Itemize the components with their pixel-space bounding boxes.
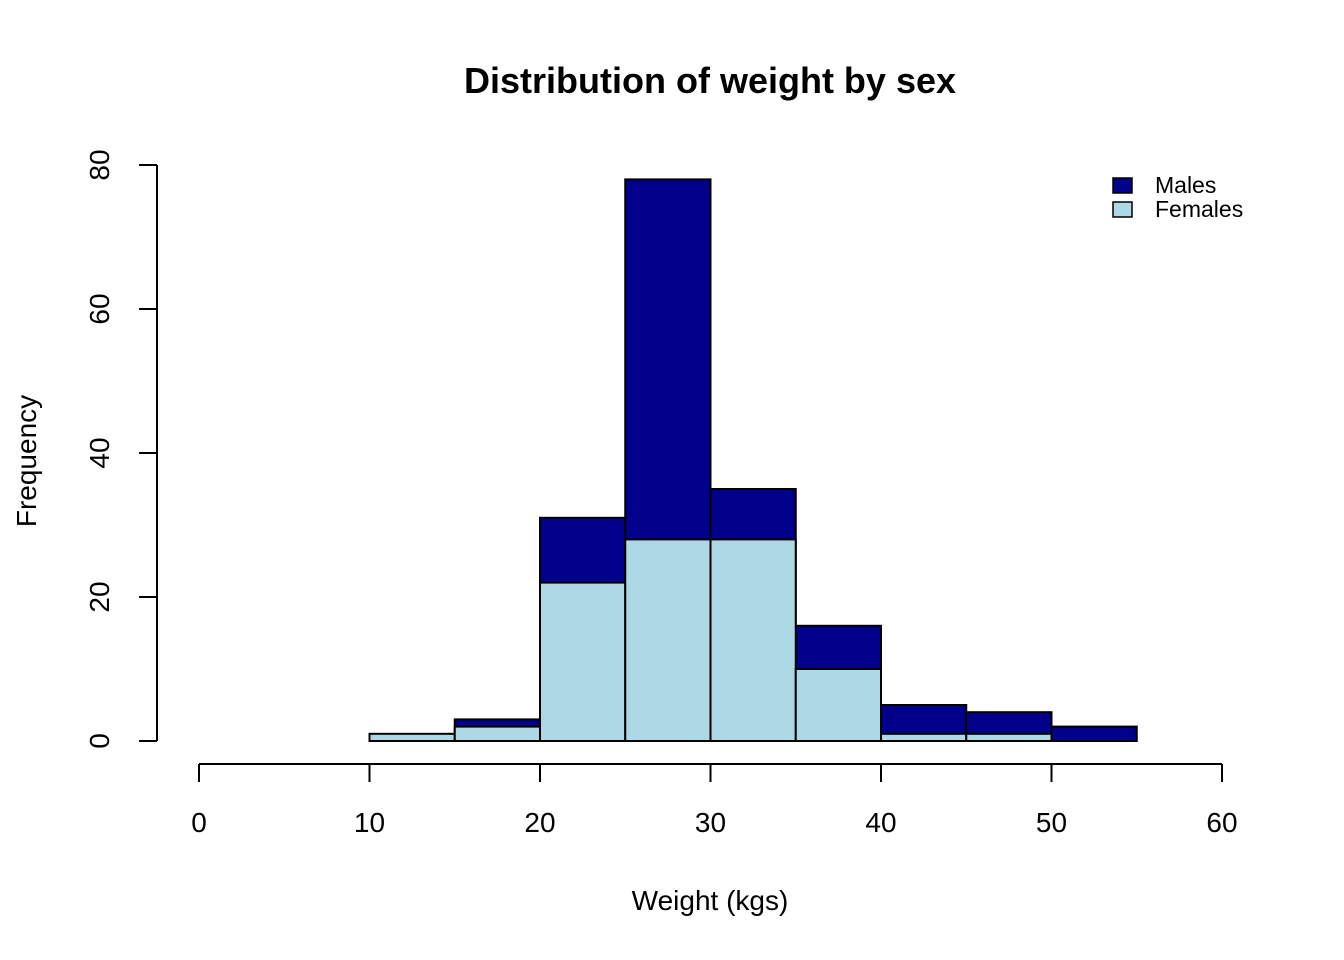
legend-swatch-females [1112, 201, 1133, 218]
x-axis: 0 10 20 30 40 50 60 [191, 763, 1238, 838]
bar-females-30-35 [709, 538, 797, 743]
x-tick-label-40: 40 [865, 807, 896, 838]
x-tick-label-0: 0 [191, 807, 207, 838]
bar-females-35-40 [794, 668, 882, 742]
x-tick-label-10: 10 [354, 807, 385, 838]
chart-title: Distribution of weight by sex [464, 60, 956, 101]
x-tick-label-60: 60 [1206, 807, 1237, 838]
bar-females-15-20 [453, 725, 541, 742]
bar-females-45-50 [965, 732, 1053, 742]
bar-females-25-30 [624, 538, 712, 743]
y-tick-label-20: 20 [84, 581, 115, 612]
y-tick-label-0: 0 [84, 733, 115, 749]
legend-swatch-males [1112, 177, 1133, 194]
x-axis-label: Weight (kgs) [632, 885, 789, 916]
bar-females-40-45 [880, 732, 968, 742]
legend-label-males: Males [1155, 172, 1216, 198]
bar-females-10-15 [368, 732, 456, 742]
bars-group [368, 178, 1138, 743]
x-tick-label-30: 30 [695, 807, 726, 838]
bar-females-20-25 [539, 581, 627, 742]
legend-label-females: Females [1155, 196, 1243, 222]
y-tick-label-60: 60 [84, 293, 115, 324]
y-axis: 0 20 40 60 80 [84, 149, 158, 749]
y-tick-label-80: 80 [84, 149, 115, 180]
y-tick-label-40: 40 [84, 437, 115, 468]
bar-males-50-55 [1050, 725, 1138, 742]
x-tick-label-20: 20 [524, 807, 555, 838]
x-tick-label-50: 50 [1036, 807, 1067, 838]
y-axis-label: Frequency [11, 395, 42, 527]
